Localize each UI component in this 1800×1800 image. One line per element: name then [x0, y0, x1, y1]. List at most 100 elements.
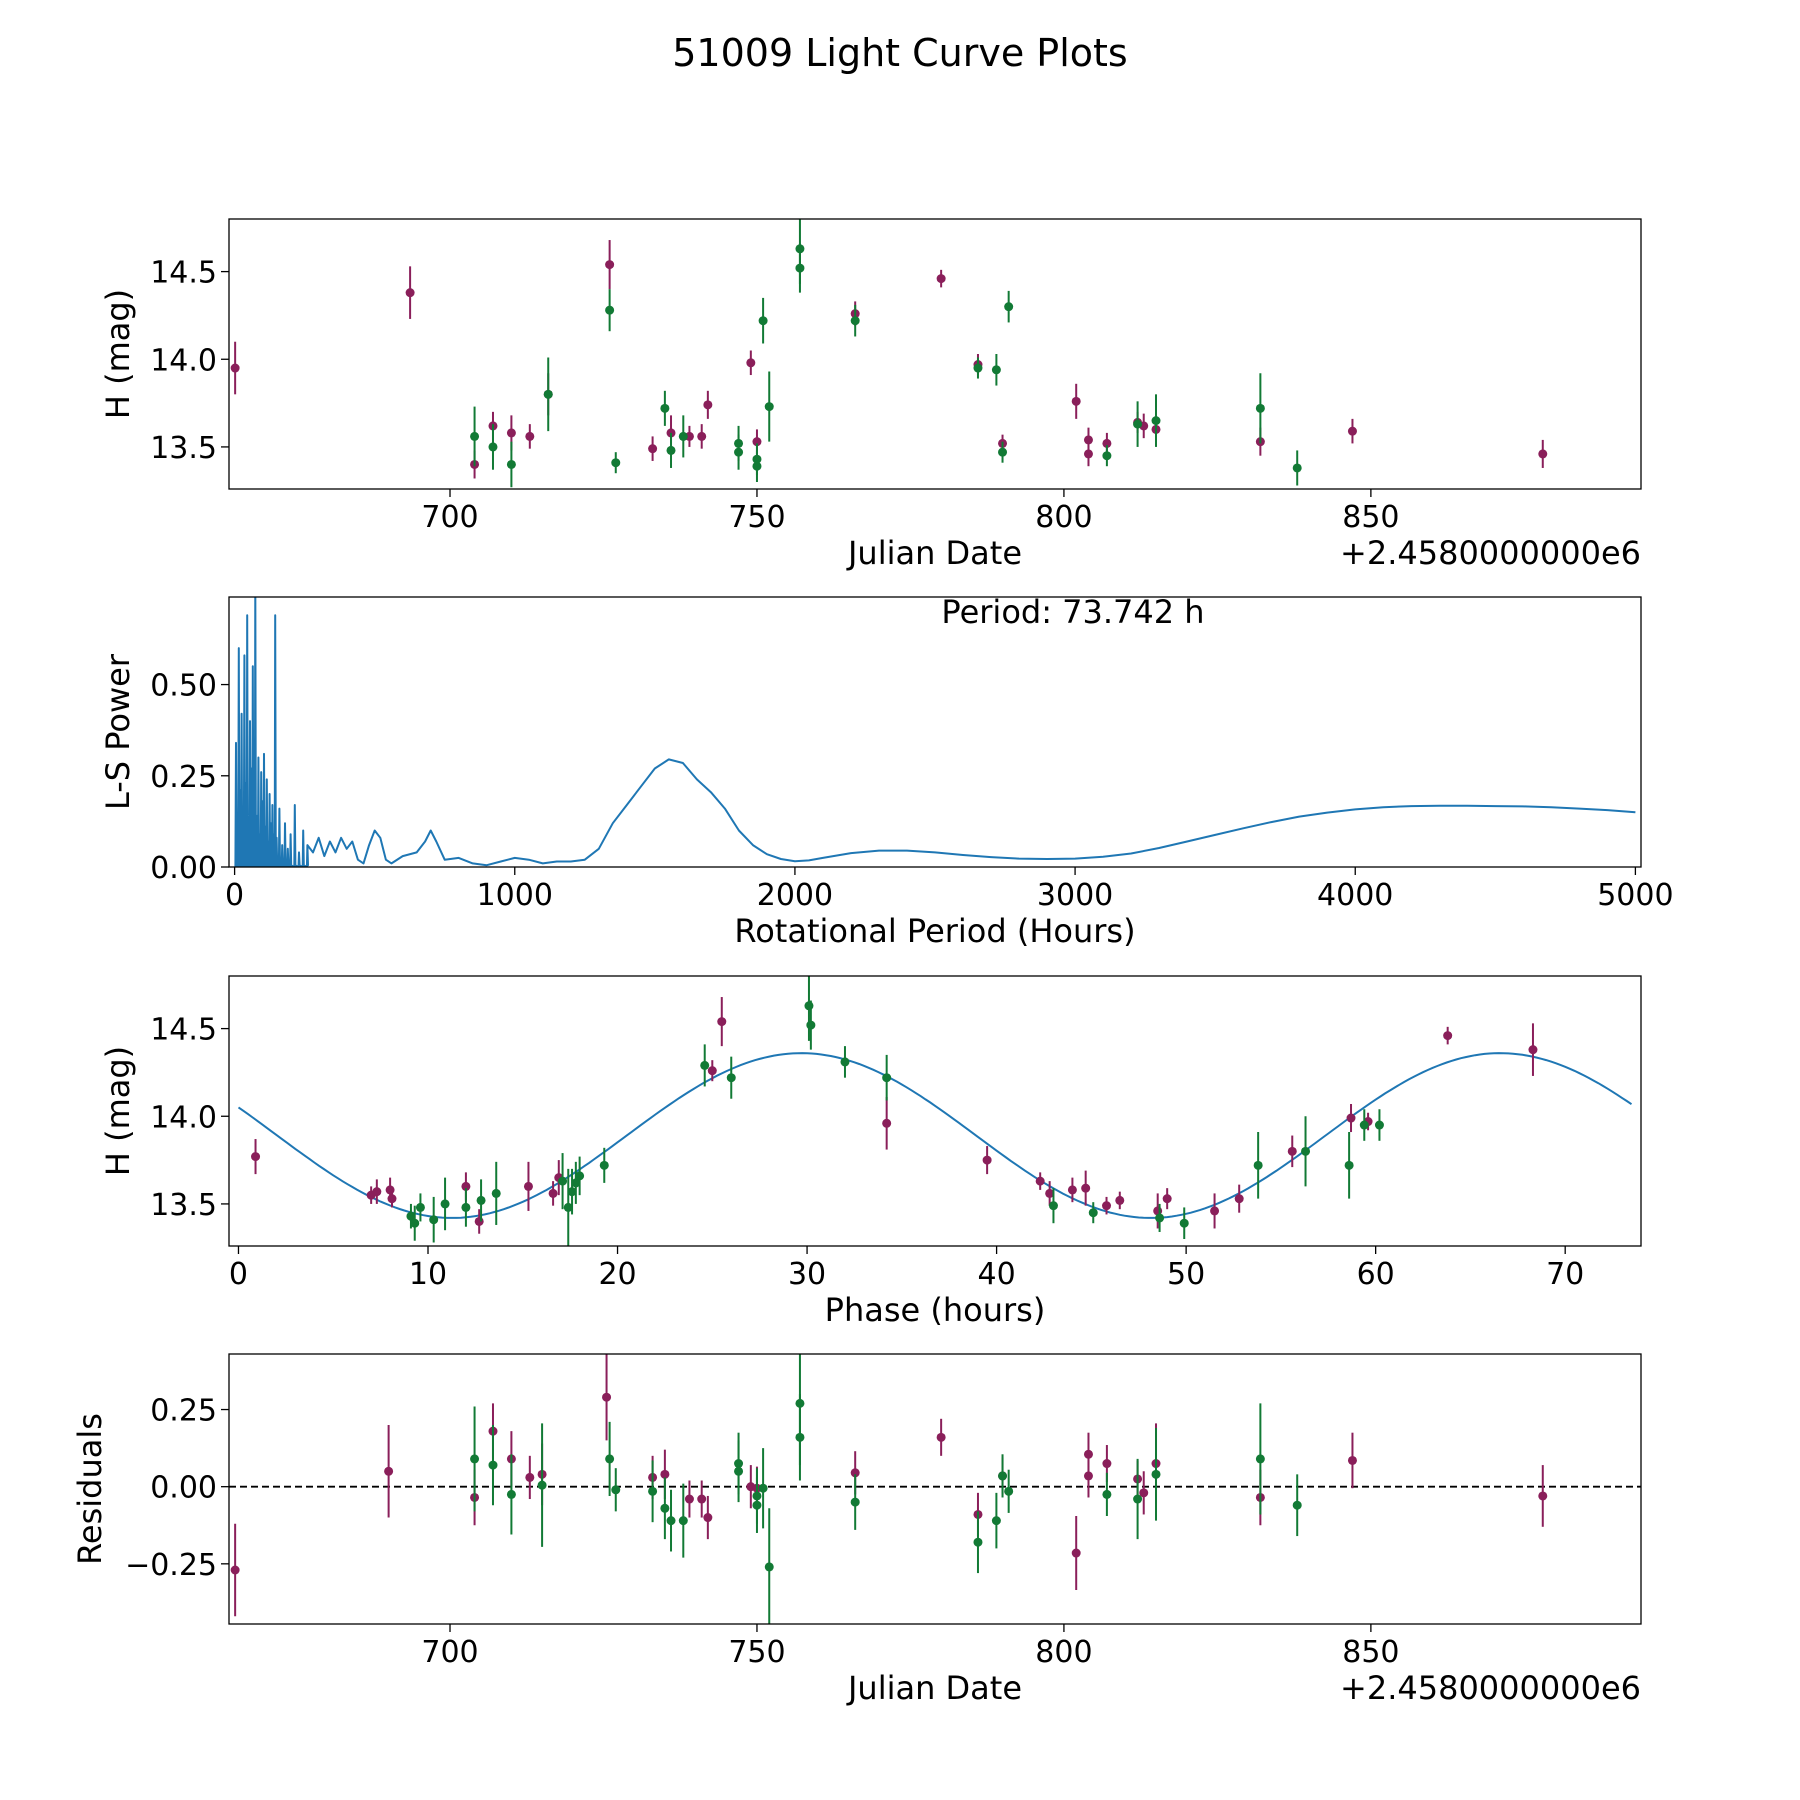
phased-green-point: [804, 1001, 814, 1011]
residuals-magenta-point: [1102, 1459, 1112, 1469]
lightcurve-xtick-label: 700: [421, 500, 478, 535]
phased-green-point: [806, 1020, 816, 1030]
phased-green-point: [1048, 1201, 1058, 1211]
phased-xtick-label: 50: [1167, 1257, 1205, 1292]
lightcurve-green-point: [1102, 451, 1112, 461]
periodogram-xtick-label: 1000: [477, 878, 553, 913]
residuals-axes-frame: [228, 1353, 1642, 1625]
lightcurve-ticks: 700 750 800 850 13.5 14.0 14.5: [150, 256, 1399, 535]
residuals-green-point: [1004, 1486, 1014, 1496]
lightcurve-ytick-label: 13.5: [150, 431, 217, 466]
phased-green-point: [599, 1160, 609, 1170]
residuals-green-point: [752, 1500, 762, 1510]
lightcurve-panel: 700 750 800 850 13.5 14.0 14.5 Julian Date H (…: [99, 218, 1652, 572]
periodogram-ytick-label: 0.50: [150, 669, 217, 704]
phased-magenta-point: [1115, 1195, 1125, 1205]
phased-magenta-point: [1081, 1183, 1091, 1193]
phased-xlabel: Phase (hours): [825, 1291, 1046, 1329]
lightcurve-magenta-point: [1071, 396, 1081, 406]
phased-ytick-label: 13.5: [150, 1188, 217, 1223]
phased-green-point: [1179, 1218, 1189, 1228]
phased-magenta-point: [372, 1187, 382, 1197]
residuals-green-point: [660, 1503, 670, 1513]
phased-ylabel: H (mag): [99, 1046, 137, 1176]
phased-plot-area: [237, 976, 1633, 1246]
lightcurve-green-point: [1643, 446, 1652, 455]
lightcurve-green-point: [678, 431, 688, 441]
periodogram-ytick-label: 0.25: [150, 760, 217, 795]
phased-magenta-point: [1045, 1188, 1055, 1198]
residuals-green-point: [666, 1516, 676, 1526]
residuals-magenta-point: [660, 1469, 670, 1479]
lightcurve-marks: [230, 219, 1652, 488]
residuals-plot-area: [229, 1354, 1652, 1624]
phased-axes-frame: [228, 975, 1642, 1247]
lightcurve-magenta-point: [752, 437, 762, 447]
residuals-ylabel: Residuals: [71, 1413, 109, 1565]
phased-green-point: [563, 1202, 573, 1212]
residuals-green-point: [537, 1480, 547, 1490]
residuals-green-point: [991, 1516, 1001, 1526]
phased-magenta-point: [387, 1194, 397, 1204]
lightcurve-green-point: [660, 403, 670, 413]
residuals-magenta-point: [703, 1513, 713, 1523]
phased-model-curve: [237, 1052, 1633, 1219]
lightcurve-green-point: [1292, 463, 1302, 473]
residuals-green-point: [506, 1489, 516, 1499]
lightcurve-green-point: [488, 442, 498, 452]
residuals-green-point: [648, 1486, 658, 1496]
lightcurve-green-point: [850, 316, 860, 326]
lightcurve-ylabel: H (mag): [99, 289, 137, 419]
lightcurve-green-point: [991, 365, 1001, 375]
residuals-magenta-point: [384, 1466, 394, 1476]
lightcurve-magenta-point: [605, 260, 615, 270]
phased-green-point: [415, 1202, 425, 1212]
lightcurve-magenta-point: [697, 431, 707, 441]
lightcurve-magenta-point: [1102, 438, 1112, 448]
lightcurve-green-point: [666, 445, 676, 455]
residuals-magenta-point: [1139, 1488, 1149, 1498]
phased-magenta-point: [1443, 1031, 1453, 1041]
periodogram-xtick-label: 0: [225, 878, 244, 913]
residuals-magenta-point: [1347, 1455, 1357, 1465]
lightcurve-xtick-label: 800: [1035, 500, 1092, 535]
phased-magenta-point: [982, 1155, 992, 1165]
residuals-offset-text: +2.4580000000e6: [1340, 1669, 1641, 1707]
residuals-green-point: [795, 1432, 805, 1442]
lightcurve-plot-area: [230, 219, 1652, 488]
periodogram-xtick-label: 5000: [1597, 878, 1673, 913]
lightcurve-magenta-point: [746, 358, 756, 368]
lightcurve-xtick-label: 850: [1342, 500, 1399, 535]
phased-xtick-label: 40: [978, 1257, 1016, 1292]
lightcurve-green-point: [611, 458, 621, 468]
residuals-green-point: [850, 1497, 860, 1507]
phased-magenta-point: [882, 1118, 892, 1128]
lightcurve-green-point: [1133, 419, 1143, 429]
phased-ytick-label: 14.5: [150, 1013, 217, 1048]
periodogram-ytick-label: 0.00: [150, 851, 217, 886]
phased-magenta-point: [1346, 1113, 1356, 1123]
lightcurve-xlabel: Julian Date: [846, 534, 1022, 572]
lightcurve-magenta-point: [648, 444, 658, 454]
phased-green-point: [406, 1211, 416, 1221]
periodogram-annotation: Period: 73.742 h: [941, 593, 1204, 631]
phased-xtick-label: 20: [598, 1257, 636, 1292]
phased-green-point: [1301, 1146, 1311, 1156]
residuals-panel: 700 750 800 850 −0.25 0.00 0.25 Julian Date Re…: [71, 1353, 1652, 1707]
phased-green-point: [882, 1073, 892, 1083]
residuals-green-point: [1292, 1500, 1302, 1510]
phased-green-point: [1155, 1213, 1165, 1223]
lightcurve-offset-text: +2.4580000000e6: [1340, 534, 1641, 572]
lightcurve-green-point: [795, 263, 805, 273]
phased-magenta-point: [1102, 1201, 1112, 1211]
residuals-green-point: [758, 1483, 768, 1493]
lightcurve-ytick-label: 14.5: [150, 256, 217, 291]
lightcurve-green-point: [998, 447, 1008, 457]
phased-xtick-label: 0: [229, 1257, 248, 1292]
residuals-xtick-label: 800: [1035, 1635, 1092, 1670]
phased-green-point: [1253, 1160, 1263, 1170]
residuals-green-point: [1643, 1535, 1652, 1544]
phased-ytick-label: 14.0: [150, 1100, 217, 1135]
lightcurve-green-point: [1151, 416, 1161, 426]
